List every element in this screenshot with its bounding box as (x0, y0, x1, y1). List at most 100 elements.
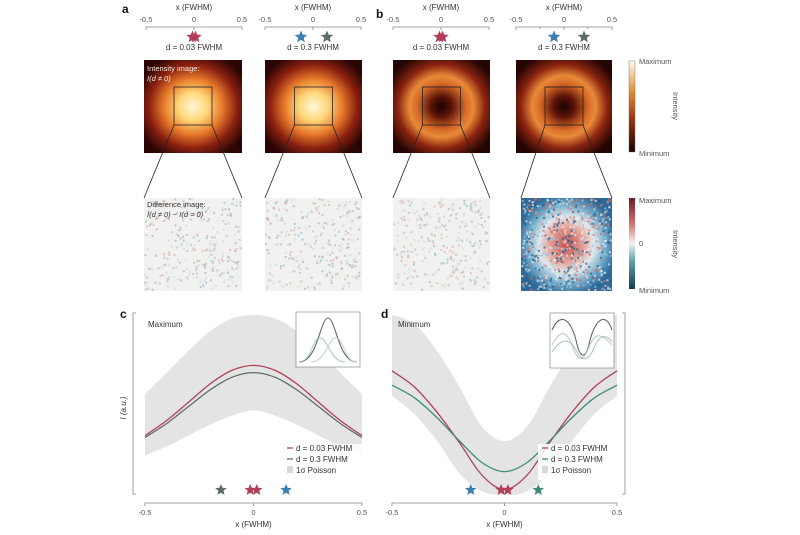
noise-pixel (151, 288, 154, 291)
noise-pixel (200, 210, 203, 213)
noise-pixel (403, 216, 406, 219)
noise-pixel (432, 242, 435, 245)
noise-pixel (175, 211, 178, 214)
noise-pixel (563, 282, 566, 284)
noise-pixel (429, 247, 432, 250)
noise-pixel (575, 277, 578, 280)
star-marker (251, 484, 263, 495)
noise-pixel (592, 279, 595, 282)
noise-pixel (266, 217, 269, 219)
noise-pixel (195, 266, 198, 269)
noise-pixel (443, 283, 446, 286)
noise-pixel (566, 244, 569, 247)
noise-pixel (147, 248, 150, 251)
noise-pixel (146, 276, 149, 279)
noise-pixel (549, 201, 552, 204)
noise-pixel (166, 258, 169, 260)
noise-pixel (532, 227, 535, 230)
noise-pixel (307, 286, 310, 289)
noise-pixel (562, 261, 565, 264)
noise-pixel (312, 247, 315, 250)
x-axis-line (144, 502, 363, 506)
noise-pixel (525, 229, 528, 232)
noise-pixel (415, 253, 418, 256)
noise-pixel (278, 280, 281, 283)
noise-pixel (567, 207, 569, 209)
noise-pixel (587, 251, 590, 254)
separation-label: d = 0.03 FWHM (166, 43, 223, 52)
noise-pixel (579, 265, 582, 268)
noise-pixel (213, 236, 216, 239)
noise-pixel (175, 266, 178, 269)
noise-pixel (347, 282, 350, 285)
noise-pixel (171, 231, 174, 234)
noise-pixel (528, 249, 531, 252)
noise-pixel (455, 268, 458, 271)
noise-pixel (284, 201, 287, 203)
noise-pixel (432, 273, 435, 276)
zoom-connector (211, 124, 243, 199)
noise-pixel (535, 234, 538, 237)
noise-pixel (183, 206, 186, 209)
noise-pixel (401, 202, 404, 205)
noise-pixel (480, 270, 483, 273)
noise-pixel (604, 226, 607, 229)
noise-pixel (523, 262, 526, 265)
noise-pixel (455, 239, 458, 242)
noise-pixel (457, 231, 460, 234)
noise-pixel (609, 233, 612, 236)
noise-pixel (227, 272, 230, 274)
noise-pixel (525, 220, 528, 223)
noise-pixel (547, 239, 549, 242)
noise-pixel (471, 267, 474, 270)
noise-pixel (601, 287, 604, 290)
noise-pixel (570, 221, 573, 224)
legend-label: 1σ Poisson (551, 466, 591, 475)
noise-pixel (227, 260, 230, 263)
x-tick-label: 0.5 (357, 508, 367, 517)
noise-pixel (570, 265, 573, 268)
noise-pixel (344, 230, 347, 233)
noise-pixel (604, 245, 607, 248)
tick-label: -0.5 (510, 15, 523, 24)
noise-pixel (604, 211, 607, 214)
noise-pixel (162, 200, 165, 203)
noise-pixel (475, 280, 478, 283)
noise-pixel (579, 280, 582, 282)
noise-pixel (224, 223, 227, 225)
noise-pixel (413, 263, 415, 266)
noise-pixel (569, 234, 572, 237)
noise-pixel (530, 209, 533, 211)
noise-pixel (297, 285, 300, 288)
noise-pixel (552, 266, 555, 269)
noise-pixel (535, 258, 538, 261)
noise-pixel (469, 256, 472, 259)
noise-pixel (344, 278, 347, 281)
noise-pixel (594, 274, 597, 277)
noise-pixel (453, 270, 455, 273)
noise-pixel (213, 247, 216, 250)
noise-pixel (555, 278, 558, 281)
noise-pixel (318, 212, 321, 215)
noise-pixel (304, 243, 307, 245)
noise-pixel (451, 245, 454, 248)
noise-pixel (193, 244, 196, 246)
noise-pixel (395, 282, 398, 285)
noise-pixel (552, 201, 555, 204)
separation-label: d = 0.3 FWHM (287, 43, 339, 52)
star-marker (495, 484, 507, 495)
noise-pixel (326, 259, 328, 262)
noise-pixel (290, 251, 293, 253)
noise-pixel (582, 272, 584, 275)
noise-pixel (477, 267, 480, 270)
noise-pixel (280, 219, 283, 221)
noise-pixel (525, 262, 528, 265)
noise-pixel (571, 234, 574, 237)
noise-pixel (212, 270, 214, 272)
noise-pixel (549, 205, 552, 208)
noise-pixel (523, 221, 526, 224)
noise-pixel (213, 256, 216, 259)
noise-pixel (588, 253, 591, 256)
noise-pixel (594, 213, 597, 215)
noise-pixel (151, 268, 154, 271)
